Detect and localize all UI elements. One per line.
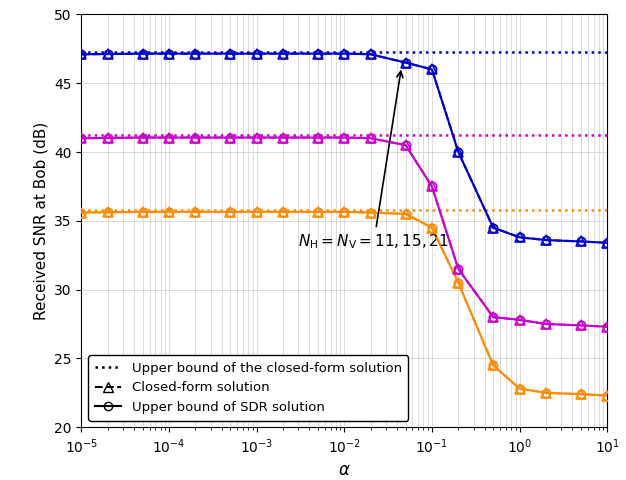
Y-axis label: Received SNR at Bob (dB): Received SNR at Bob (dB) [34, 121, 49, 320]
Legend: Upper bound of the closed-form solution, Closed-form solution, Upper bound of SD: Upper bound of the closed-form solution,… [88, 355, 408, 420]
Text: $N_{\mathrm{H}} = N_{\mathrm{V}} = 11, 15, 21$: $N_{\mathrm{H}} = N_{\mathrm{V}} = 11, 1… [299, 71, 449, 251]
X-axis label: $\alpha$: $\alpha$ [338, 461, 351, 479]
